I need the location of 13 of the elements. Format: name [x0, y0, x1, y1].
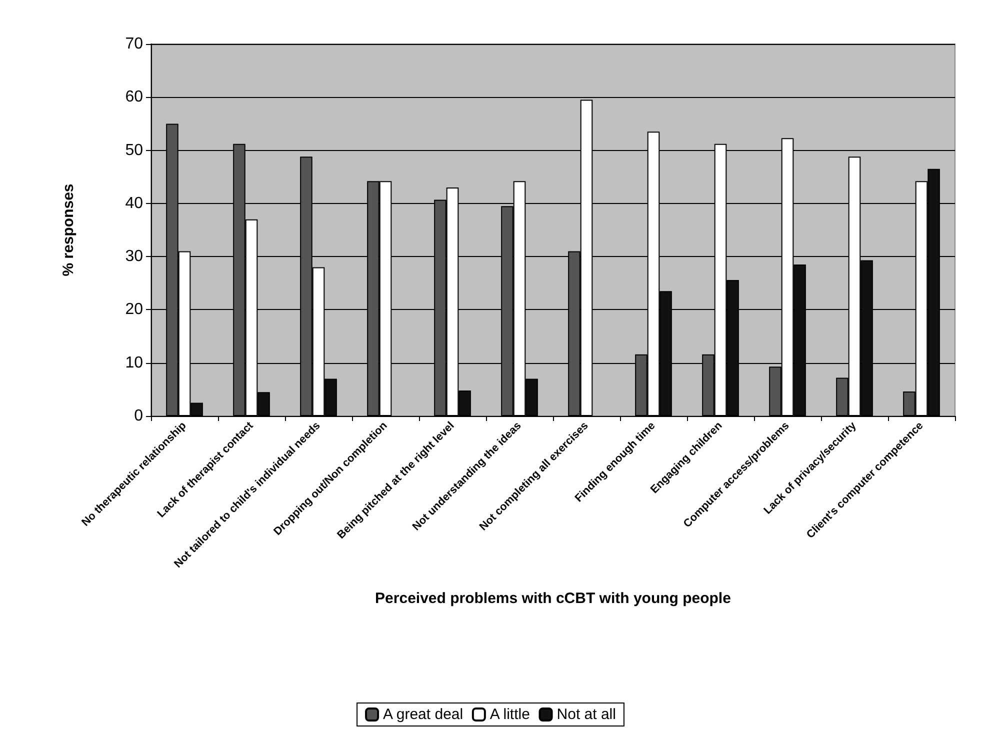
x-axis-title: Perceived problems with cCBT with young people	[375, 590, 731, 607]
legend-label: Not at all	[556, 706, 616, 723]
y-tick-label: 0	[134, 408, 144, 424]
legend-label: A little	[490, 706, 530, 723]
y-tick-label: 40	[125, 194, 144, 212]
y-tick-label: 10	[125, 354, 144, 372]
y-tick-label: 30	[125, 248, 144, 266]
legend-label: A great deal	[383, 706, 464, 723]
y-axis-title: % responses	[60, 184, 77, 276]
y-tick-label: 70	[125, 36, 144, 52]
y-tick-label: 50	[125, 142, 144, 159]
y-tick-label: 20	[125, 301, 144, 318]
y-tick-label: 60	[125, 88, 144, 106]
